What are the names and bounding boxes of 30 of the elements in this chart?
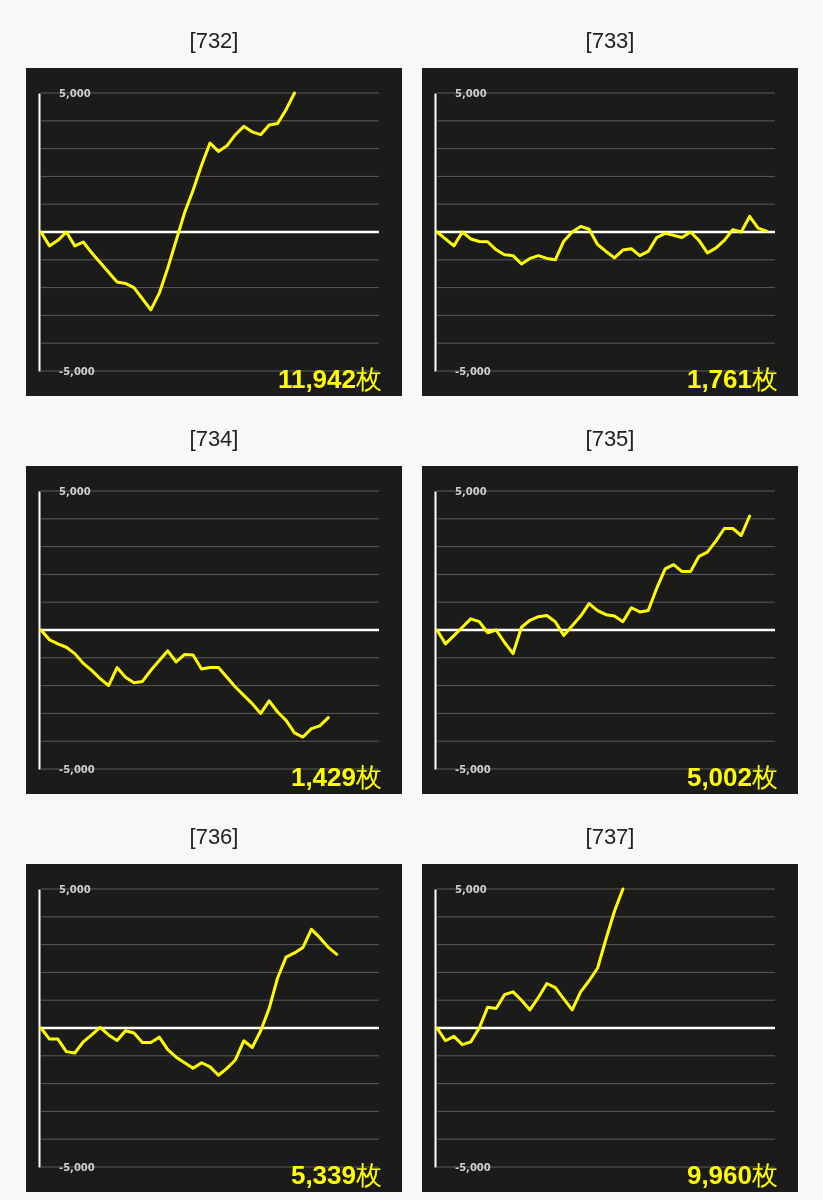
y-tick-label: 5,000 (455, 883, 487, 895)
annotation: 1,761枚 (686, 364, 778, 394)
y-tick-label: 5,000 (59, 87, 91, 99)
chart-title: [733] (585, 28, 635, 53)
chart-title: [737] (585, 824, 635, 849)
line-series (39, 91, 296, 312)
line-series (435, 214, 769, 266)
y-tick-label: -5,000 (59, 763, 95, 775)
chart-title: [732] (189, 28, 239, 53)
chart-title: [734] (189, 426, 239, 451)
annotation: 1,429枚 (290, 762, 382, 792)
y-tick-label: -5,000 (455, 365, 491, 377)
y-tick-label: 5,000 (455, 87, 487, 99)
line-series (39, 927, 339, 1077)
line-series (39, 628, 330, 739)
y-tick-label: -5,000 (59, 365, 95, 377)
chart-title: [735] (585, 426, 635, 451)
annotation: 11,942枚 (277, 364, 382, 394)
chart-title: [736] (189, 824, 239, 849)
line-series (435, 887, 625, 1047)
y-tick-label: -5,000 (455, 1161, 491, 1173)
annotation: 9,960枚 (686, 1160, 778, 1190)
y-tick-label: -5,000 (59, 1161, 95, 1173)
y-tick-label: 5,000 (59, 485, 91, 497)
y-tick-label: -5,000 (455, 763, 491, 775)
annotation: 5,002枚 (686, 762, 778, 792)
y-tick-label: 5,000 (59, 883, 91, 895)
annotation: 5,339枚 (290, 1160, 382, 1190)
y-tick-label: 5,000 (455, 485, 487, 497)
line-series (435, 514, 752, 656)
